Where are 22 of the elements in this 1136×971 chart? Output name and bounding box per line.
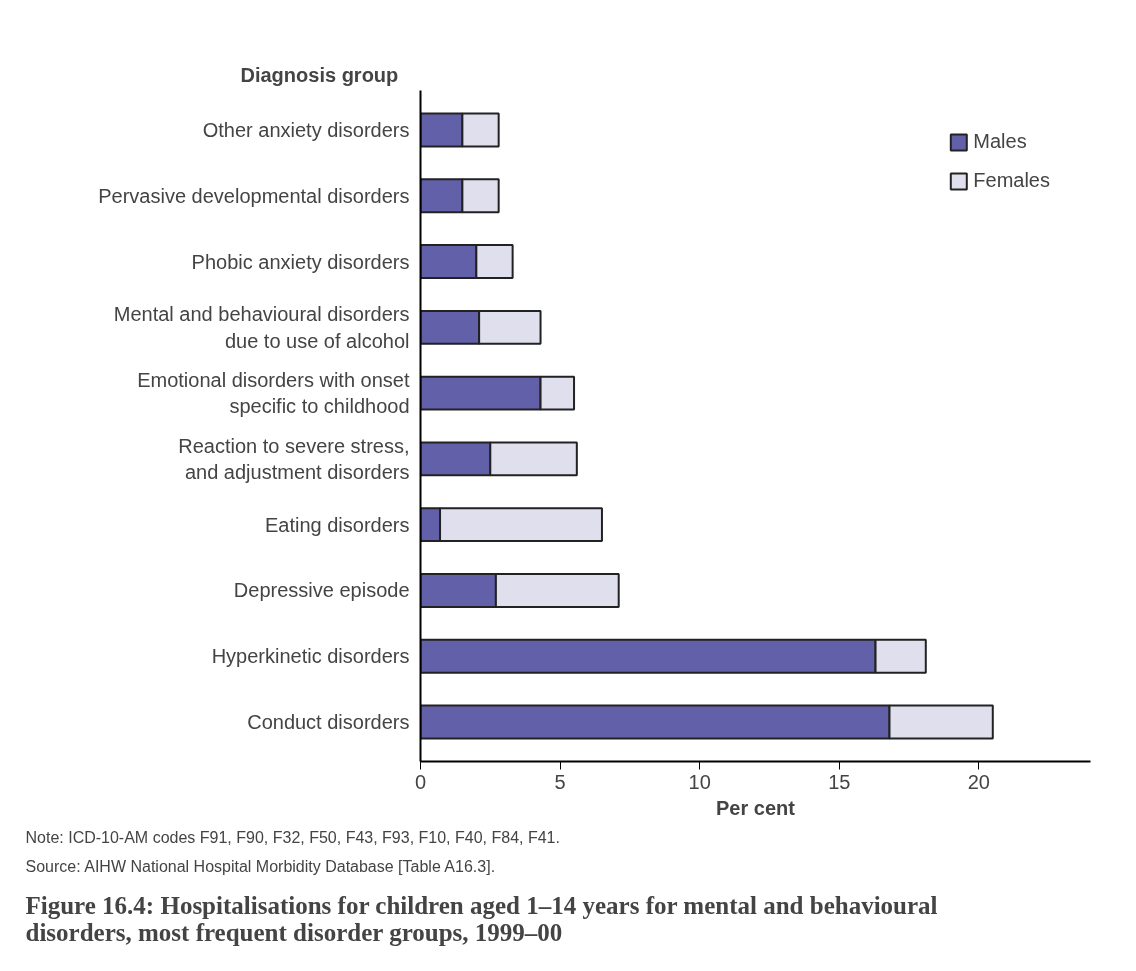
x-axis-title: Per cent bbox=[716, 796, 796, 819]
y-tick-label: Pervasive developmental disorders bbox=[98, 184, 410, 207]
x-tick-label: 20 bbox=[967, 770, 990, 793]
y-axis-title: Diagnosis group bbox=[240, 63, 399, 86]
y-tick-label: Emotional disorders with onset specific to childhood bbox=[137, 368, 410, 418]
y-tick-label: Eating disorders bbox=[264, 513, 410, 536]
x-tick-label: 0 bbox=[414, 770, 427, 793]
legend-label: Females bbox=[973, 169, 1050, 192]
y-tick-label: Other anxiety disorders bbox=[202, 118, 410, 141]
text: Figure 16.4: Hospitalisations for children aged 1–14 years for mental and behavioural disorders, most frequent disorder groups, 1999–00 bbox=[25, 891, 938, 946]
y-tick-label: Conduct disorders bbox=[247, 711, 410, 734]
source-note: Source: AIHW National Hospital Morbidity Database [Table A16.3]. bbox=[25, 857, 496, 875]
text: Note: ICD-10-AM codes F91, F90, F32, F50, F43, F93, F10, F40, F84, F41. bbox=[25, 828, 560, 846]
legend-label: Males bbox=[973, 130, 1027, 153]
x-tick-label: 5 bbox=[554, 770, 566, 793]
y-tick-label: Phobic anxiety disorders bbox=[191, 250, 410, 273]
y-tick-label: Reaction to severe stress, and adjustment disorders bbox=[178, 434, 410, 484]
x-tick-label: 10 bbox=[688, 770, 711, 793]
x-tick-label: 15 bbox=[828, 770, 851, 793]
y-tick-label: Mental and behavioural disorders due to use of alcohol bbox=[113, 303, 410, 352]
y-tick-label: Hyperkinetic disorders bbox=[211, 645, 410, 668]
y-tick-label: Depressive episode bbox=[233, 579, 410, 602]
